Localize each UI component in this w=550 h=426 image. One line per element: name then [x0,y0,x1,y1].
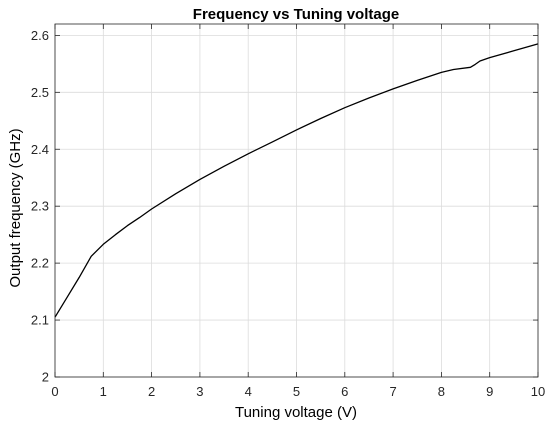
x-axis-title: Tuning voltage (V) [235,404,357,421]
x-tick-label: 2 [148,384,155,399]
y-tick-labels: 2 2.1 2.2 2.3 2.4 2.5 2.6 [31,28,49,385]
y-tick-label: 2.2 [31,256,49,271]
tick-marks [54,24,539,378]
x-tick-labels: 0 1 2 3 4 5 6 7 8 9 10 [51,384,545,399]
y-axis-title: Output frequency (GHz) [7,128,24,287]
x-tick-label: 6 [341,384,348,399]
x-tick-label: 7 [389,384,396,399]
y-tick-label: 2.3 [31,199,49,214]
x-tick-label: 5 [293,384,300,399]
series-layer [54,43,539,318]
x-tick-label: 1 [100,384,107,399]
y-tick-label: 2.5 [31,85,49,100]
chart-title: Frequency vs Tuning voltage [193,6,399,23]
y-tick-label: 2.6 [31,28,49,43]
y-tick-label: 2.4 [31,142,49,157]
series-line [54,43,539,318]
x-tick-label: 8 [438,384,445,399]
x-tick-label: 9 [486,384,493,399]
x-tick-label: 10 [531,384,545,399]
x-tick-label: 3 [196,384,203,399]
x-tick-label: 0 [51,384,58,399]
y-tick-label: 2 [42,370,49,385]
plot-area [54,23,539,378]
y-tick-label: 2.1 [31,313,49,328]
x-tick-label: 4 [245,384,252,399]
